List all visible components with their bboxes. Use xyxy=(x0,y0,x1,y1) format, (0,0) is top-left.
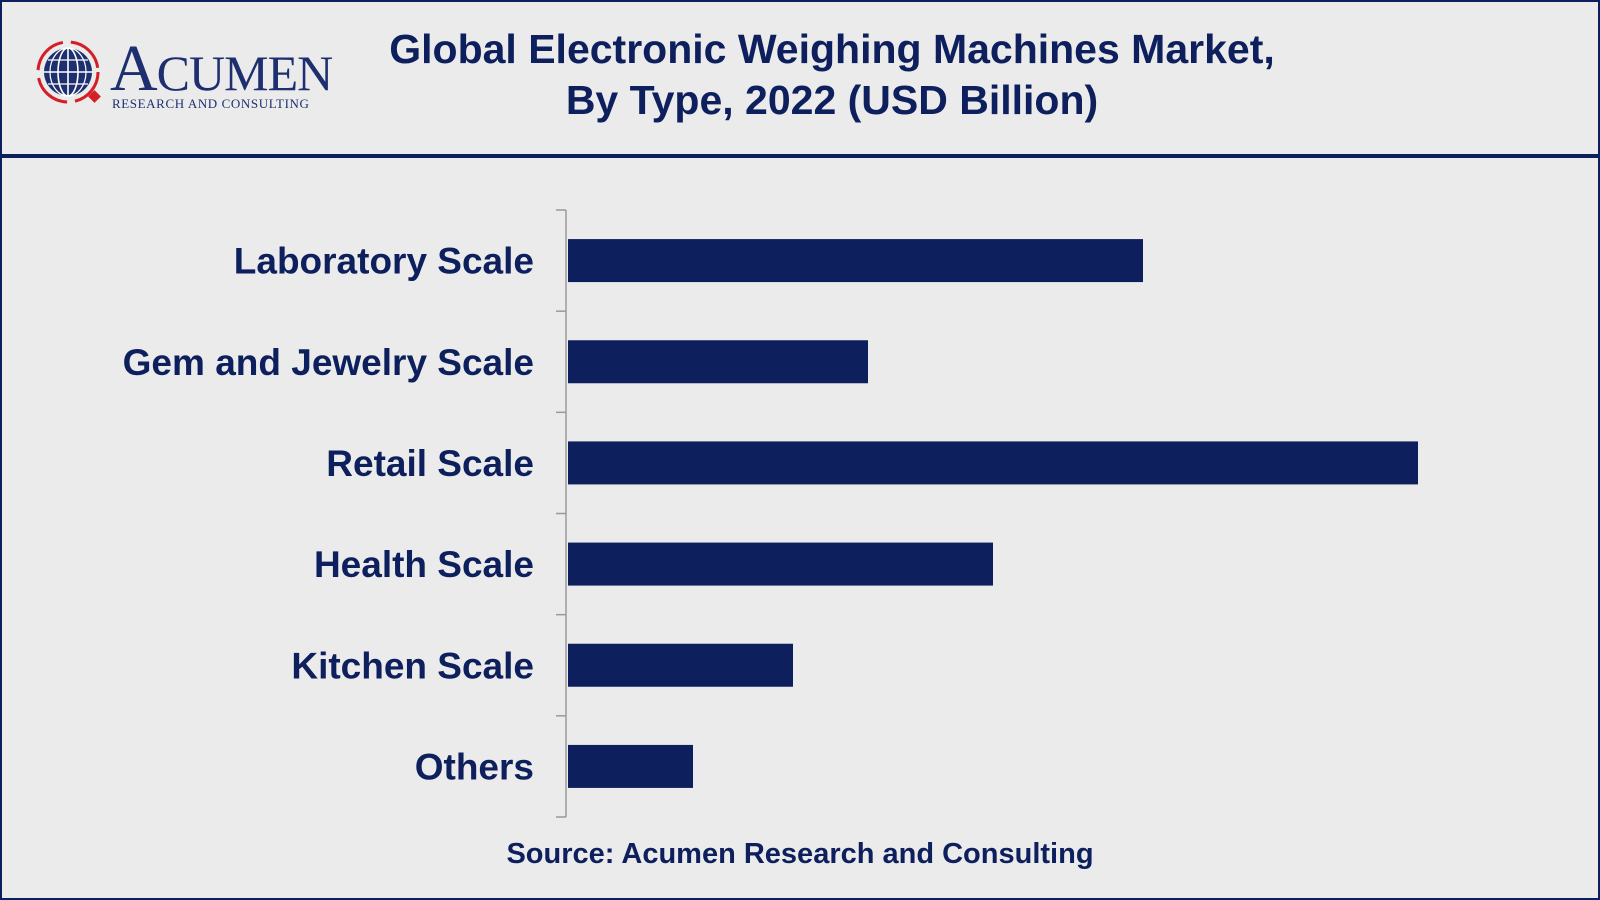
bar-laboratory-scale xyxy=(568,239,1143,283)
category-label: Gem and Jewelry Scale xyxy=(123,342,534,383)
category-label: Laboratory Scale xyxy=(234,241,534,282)
brand-wordmark: ACUMEN xyxy=(110,36,334,104)
globe-logo-icon xyxy=(36,40,101,104)
bar-retail-scale xyxy=(568,441,1418,485)
bar-gem-and-jewelry-scale xyxy=(568,340,868,384)
source-note: Source: Acumen Research and Consulting xyxy=(506,838,1094,870)
brand-initial: A xyxy=(110,32,158,105)
brand-rest: CUMEN xyxy=(156,45,334,101)
chart-title: Global Electronic Weighing Machines Mark… xyxy=(342,24,1322,126)
bar-health-scale xyxy=(568,542,993,586)
title-line-1: Global Electronic Weighing Machines Mark… xyxy=(389,26,1275,72)
title-line-2: By Type, 2022 (USD Billion) xyxy=(565,77,1099,123)
category-label: Kitchen Scale xyxy=(291,645,534,686)
brand-tagline: RESEARCH AND CONSULTING xyxy=(112,96,310,111)
category-label: Health Scale xyxy=(314,544,534,585)
header: ACUMEN RESEARCH AND CONSULTING Global El… xyxy=(2,2,1598,158)
category-label: Others xyxy=(415,746,534,787)
acumen-logo: ACUMEN RESEARCH AND CONSULTING xyxy=(34,36,344,116)
bar-others xyxy=(568,744,693,788)
bar-kitchen-scale xyxy=(568,643,793,687)
category-label: Retail Scale xyxy=(326,443,534,484)
